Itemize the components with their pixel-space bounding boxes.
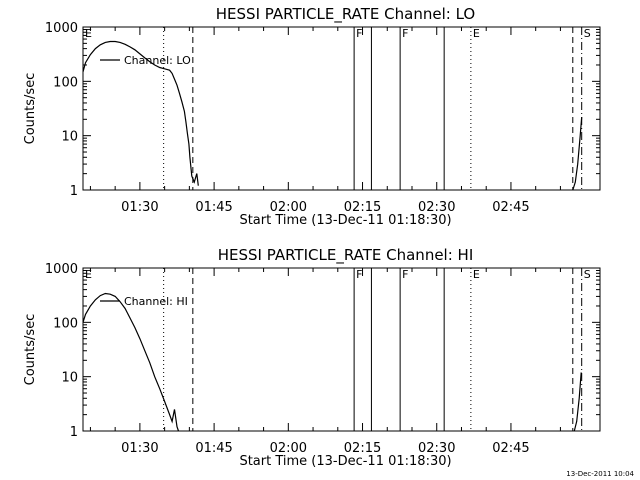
x-tick-label: 01:30 bbox=[121, 200, 158, 215]
y-axis-label: Counts/sec bbox=[23, 73, 38, 145]
series-line bbox=[573, 372, 582, 432]
series-line bbox=[572, 117, 583, 191]
y-axis-label: Counts/sec bbox=[23, 314, 38, 386]
event-marker-label: F bbox=[356, 268, 362, 281]
event-marker-label: E bbox=[85, 268, 92, 281]
y-tick-label: 1000 bbox=[45, 262, 78, 277]
legend-label: Channel: HI bbox=[124, 295, 188, 308]
y-tick-label: 1000 bbox=[45, 21, 78, 36]
event-marker-label: F bbox=[402, 268, 408, 281]
y-tick-label: 1 bbox=[70, 184, 78, 199]
y-tick-label: 100 bbox=[53, 316, 78, 331]
x-tick-label: 02:15 bbox=[344, 200, 381, 215]
chart-title: HESSI PARTICLE_RATE Channel: LO bbox=[216, 5, 475, 24]
x-axis-label: Start Time (13-Dec-11 01:18:30) bbox=[239, 454, 451, 469]
series-line bbox=[82, 40, 199, 186]
x-tick-label: 02:00 bbox=[270, 200, 307, 215]
x-tick-label: 02:30 bbox=[418, 200, 455, 215]
y-tick-label: 100 bbox=[53, 75, 78, 90]
y-tick-label: 1 bbox=[70, 425, 78, 440]
x-axis-label: Start Time (13-Dec-11 01:18:30) bbox=[239, 213, 451, 228]
event-marker-label: F bbox=[402, 27, 408, 40]
y-tick-label: 10 bbox=[61, 130, 78, 145]
plot-frame bbox=[82, 26, 601, 191]
event-marker-label: S bbox=[584, 268, 591, 281]
event-marker-label: E bbox=[473, 268, 480, 281]
x-tick-label: 02:45 bbox=[492, 200, 529, 215]
x-tick-label: 02:15 bbox=[344, 441, 381, 456]
plot-frame bbox=[82, 267, 601, 432]
x-tick-label: 01:30 bbox=[121, 441, 158, 456]
x-tick-label: 01:45 bbox=[195, 200, 232, 215]
event-marker-label: S bbox=[584, 27, 591, 40]
x-tick-label: 02:00 bbox=[270, 441, 307, 456]
x-tick-label: 02:45 bbox=[492, 441, 529, 456]
x-tick-label: 01:45 bbox=[195, 441, 232, 456]
chart-title: HESSI PARTICLE_RATE Channel: HI bbox=[218, 246, 474, 265]
legend-label: Channel: LO bbox=[124, 54, 191, 67]
event-marker-label: E bbox=[85, 27, 92, 40]
series-line bbox=[82, 292, 180, 432]
x-tick-label: 02:30 bbox=[418, 441, 455, 456]
y-tick-label: 10 bbox=[61, 371, 78, 386]
event-marker-label: F bbox=[356, 27, 362, 40]
footer-timestamp: 13-Dec-2011 10:04 bbox=[566, 470, 634, 478]
event-marker-label: E bbox=[473, 27, 480, 40]
